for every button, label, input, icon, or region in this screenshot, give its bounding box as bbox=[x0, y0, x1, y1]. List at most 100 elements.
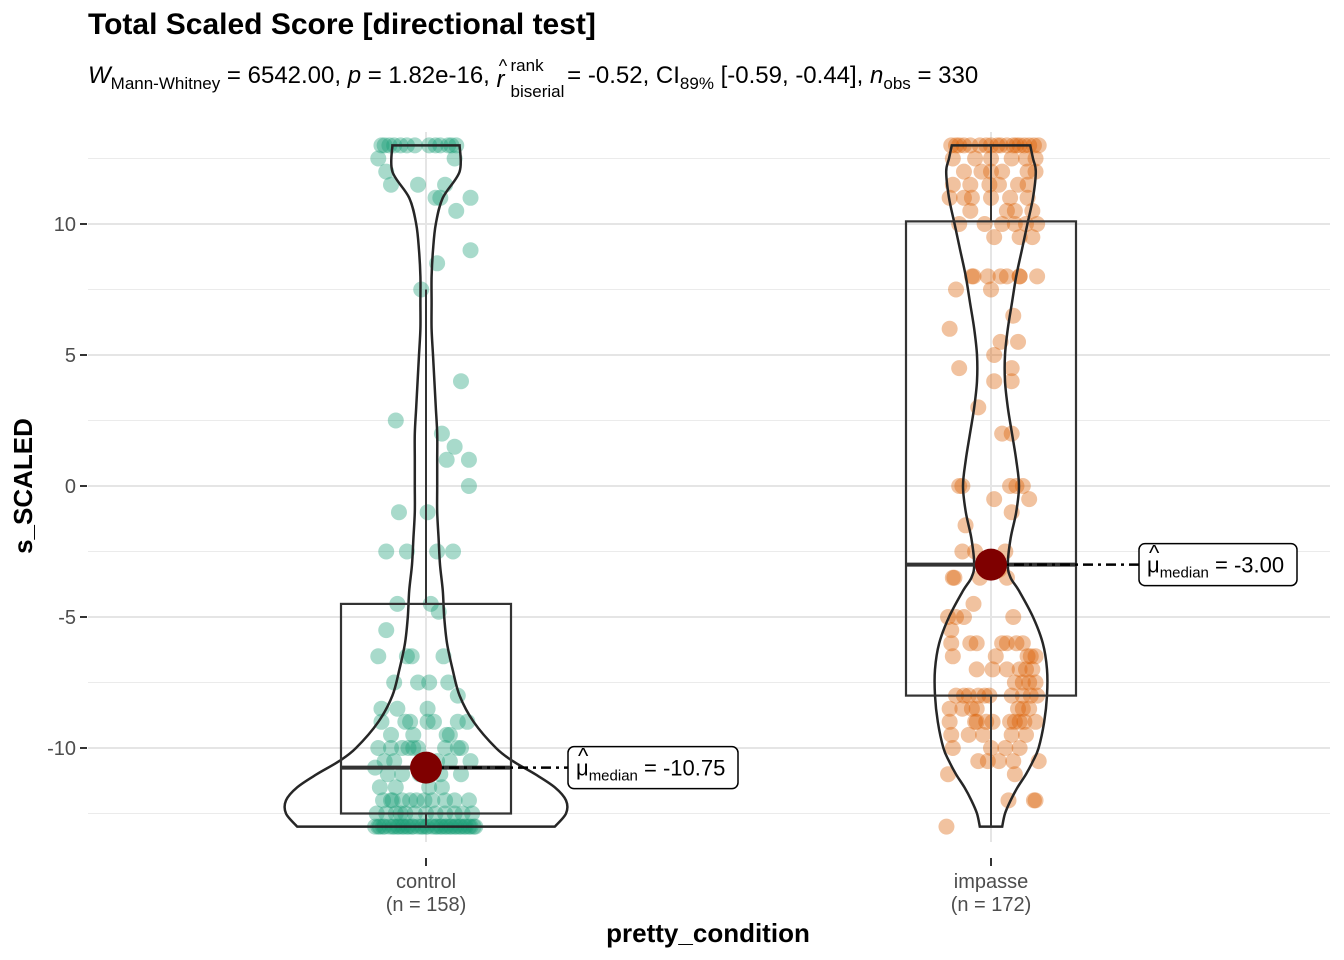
data-point bbox=[1002, 713, 1019, 730]
median-point bbox=[410, 751, 442, 784]
data-point bbox=[990, 176, 1007, 193]
data-point bbox=[946, 569, 963, 586]
data-point bbox=[955, 163, 972, 180]
data-point bbox=[421, 674, 438, 691]
y-tick-label: 0 bbox=[65, 476, 76, 498]
median-label-subscript: median bbox=[589, 768, 638, 785]
median-hat: ^ bbox=[578, 744, 589, 769]
data-point bbox=[1016, 713, 1033, 730]
data-point bbox=[433, 779, 450, 796]
data-point bbox=[994, 163, 1011, 180]
data-point bbox=[410, 674, 427, 691]
data-point bbox=[462, 189, 479, 206]
data-point bbox=[405, 726, 422, 743]
data-point bbox=[438, 726, 455, 743]
data-point bbox=[410, 176, 427, 193]
median-markers: μmedian = -10.75^μmedian = -3.00^ bbox=[410, 541, 1298, 790]
stat-symbol: W bbox=[88, 62, 111, 89]
data-point bbox=[963, 268, 980, 285]
data-point bbox=[371, 779, 388, 796]
data-point bbox=[405, 740, 422, 756]
r-subscript: biserial bbox=[510, 82, 565, 101]
data-point bbox=[943, 635, 960, 652]
data-point bbox=[462, 753, 479, 770]
data-point bbox=[967, 150, 984, 167]
data-point bbox=[992, 268, 1009, 285]
data-point bbox=[1006, 202, 1023, 219]
data-point bbox=[1017, 661, 1034, 678]
data-point bbox=[984, 661, 1001, 678]
data-point bbox=[944, 740, 961, 756]
data-point bbox=[1011, 661, 1028, 678]
data-point bbox=[1019, 176, 1036, 193]
data-point bbox=[1027, 674, 1044, 691]
data-point bbox=[979, 268, 996, 285]
x-tick-label: control bbox=[396, 871, 456, 893]
data-point bbox=[962, 202, 979, 219]
x-tick-label: impasse bbox=[954, 871, 1028, 893]
data-point bbox=[968, 713, 985, 730]
data-point bbox=[955, 189, 972, 206]
data-point bbox=[1005, 753, 1022, 770]
data-point bbox=[460, 792, 477, 809]
data-point bbox=[941, 713, 958, 730]
data-point bbox=[383, 740, 400, 756]
data-point bbox=[400, 740, 417, 756]
median-hat: ^ bbox=[1149, 541, 1160, 566]
data-point bbox=[1027, 648, 1044, 665]
data-point bbox=[429, 543, 446, 560]
p-symbol: p bbox=[347, 62, 362, 89]
median-label-value: = -10.75 bbox=[638, 756, 725, 781]
data-point bbox=[1017, 726, 1034, 743]
data-point bbox=[941, 700, 958, 717]
violin-control bbox=[283, 144, 569, 828]
data-point bbox=[1002, 189, 1019, 206]
data-point bbox=[1019, 163, 1036, 180]
data-point bbox=[962, 176, 979, 193]
data-point bbox=[381, 137, 398, 154]
p-value: = 1.82e-16, bbox=[361, 62, 497, 89]
data-point bbox=[938, 818, 955, 835]
data-point bbox=[986, 491, 1003, 508]
data-point bbox=[1024, 661, 1041, 678]
data-point bbox=[375, 792, 392, 809]
data-point bbox=[951, 360, 968, 377]
x-tick-count-label: (n = 158) bbox=[386, 894, 467, 916]
data-point bbox=[944, 569, 961, 586]
data-point bbox=[1014, 700, 1031, 717]
data-point bbox=[416, 792, 433, 809]
data-point bbox=[1021, 700, 1038, 717]
data-point bbox=[1030, 137, 1047, 154]
data-point bbox=[943, 622, 960, 639]
data-point bbox=[419, 504, 436, 521]
x-tick-count-label: (n = 172) bbox=[951, 894, 1032, 916]
data-point bbox=[397, 713, 414, 730]
data-point bbox=[940, 766, 957, 783]
data-point bbox=[986, 347, 1003, 363]
data-point bbox=[1021, 674, 1038, 691]
data-point bbox=[1025, 792, 1042, 809]
data-point bbox=[386, 753, 403, 770]
data-point bbox=[973, 163, 990, 180]
data-point bbox=[1014, 635, 1031, 652]
data-point bbox=[1006, 216, 1023, 232]
data-point bbox=[1005, 609, 1022, 625]
box-impasse bbox=[904, 220, 1078, 697]
data-point bbox=[402, 713, 419, 730]
y-tick-label: -5 bbox=[58, 607, 76, 629]
data-point bbox=[373, 713, 390, 730]
median-label-symbol: μ bbox=[576, 756, 589, 781]
data-point bbox=[394, 792, 411, 809]
data-point bbox=[370, 740, 387, 756]
data-point bbox=[943, 726, 960, 743]
data-point bbox=[370, 648, 387, 665]
data-point bbox=[1002, 478, 1019, 494]
data-point bbox=[962, 635, 979, 652]
data-point bbox=[446, 438, 463, 455]
data-point bbox=[944, 648, 961, 665]
data-point bbox=[378, 622, 395, 639]
n-subscript: obs bbox=[883, 73, 911, 93]
data-point bbox=[427, 189, 444, 206]
data-point bbox=[981, 176, 998, 193]
